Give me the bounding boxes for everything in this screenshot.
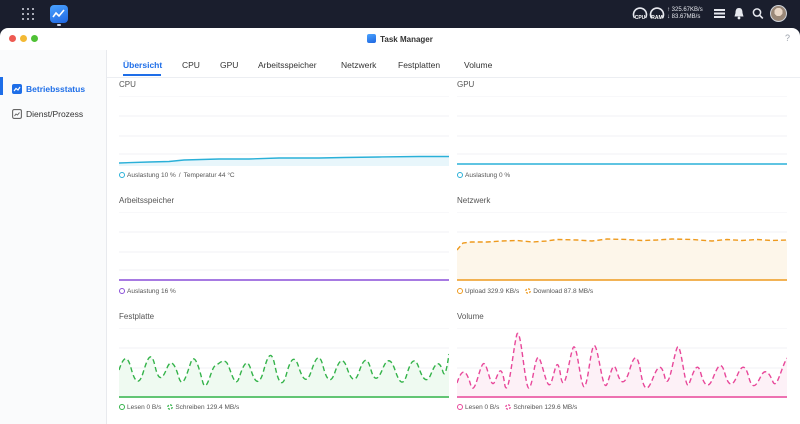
download-rate: ↓ 83.67MB/s (667, 14, 701, 20)
network-panel: Netzwerk Upload 329.9 KB/s Download 87.8 … (456, 196, 788, 308)
gpu-panel: GPU Auslastung 0 % (457, 80, 787, 192)
disk-legend: Lesen 0 B/s Schreiben 129.4 MB/s (119, 404, 239, 411)
disk-usage-chart (118, 327, 450, 398)
read-legend-dot (457, 404, 463, 410)
sidebar-item-label: Betriebsstatus (26, 84, 86, 94)
tab-gpu[interactable]: GPU (220, 60, 239, 70)
volume-usage-chart (456, 327, 788, 398)
upload-legend-dot (457, 288, 463, 294)
disk-write-text: Schreiben 129.4 MB/s (175, 404, 240, 411)
panel-title: Netzwerk (457, 196, 491, 205)
memory-usage-text: Auslastung 16 % (127, 288, 176, 295)
chart-icon (12, 84, 22, 94)
download-text: Download 87.8 MB/s (533, 288, 594, 295)
system-top-bar: CPU RAM ↑ 325.67KB/s ↓ 83.67MB/s (0, 0, 800, 28)
upload-text: Upload 329.9 KB/s (465, 288, 520, 295)
tab-arbeitsspeicher[interactable]: Arbeitsspeicher (258, 60, 317, 70)
task-list-icon[interactable] (713, 7, 726, 25)
ram-gauge-label: RAM (651, 15, 663, 21)
sidebar: Betriebsstatus Dienst/Prozess (0, 50, 107, 424)
cpu-legend-dot (119, 172, 125, 178)
window-titlebar[interactable]: Task Manager ? (0, 28, 800, 50)
gpu-legend: Auslastung 0 % (457, 172, 510, 179)
download-legend-icon (525, 288, 532, 294)
network-legend: Upload 329.9 KB/s Download 87.8 MB/s (457, 288, 593, 295)
sidebar-item-label: Dienst/Prozess (26, 109, 84, 119)
help-button[interactable]: ? (784, 33, 790, 43)
panel-title: Volume (457, 312, 484, 321)
tab-uebersicht[interactable]: Übersicht (123, 60, 163, 70)
disk-read-text: Lesen 0 B/s (127, 404, 162, 411)
network-rates[interactable]: ↑ 325.67KB/s ↓ 83.67MB/s (667, 7, 703, 21)
cpu-panel: CPU Auslastung 10 % / Temperatur 44 °C (118, 80, 449, 192)
cpu-gauge-label: CPU (634, 15, 646, 21)
panel-title: GPU (457, 80, 475, 89)
user-avatar[interactable] (770, 5, 787, 22)
panel-title: Festplatte (119, 312, 155, 321)
volume-legend: Lesen 0 B/s Schreiben 129.6 MB/s (457, 404, 577, 411)
running-indicator (57, 24, 61, 26)
sidebar-active-indicator (0, 77, 3, 95)
cpu-temperature-text: Temperatur 44 °C (183, 172, 235, 179)
window-title: Task Manager (0, 34, 800, 44)
active-tab-underline (123, 74, 161, 76)
app-grid-icon[interactable] (22, 8, 34, 20)
upload-rate: ↑ 325.67KB/s (667, 7, 703, 13)
maximize-window-button[interactable] (31, 35, 38, 42)
cpu-usage-chart (118, 95, 449, 166)
tab-bar: Übersicht CPU GPU Arbeitsspeicher Netzwe… (107, 50, 800, 78)
gpu-legend-dot (457, 172, 463, 178)
memory-legend-dot (119, 288, 125, 294)
memory-legend: Auslastung 16 % (119, 288, 176, 295)
task-manager-icon (367, 34, 377, 43)
write-legend-icon (167, 404, 174, 410)
memory-panel: Arbeitsspeicher Auslastung 16 % (119, 196, 449, 308)
network-usage-chart (456, 211, 788, 282)
window-title-text: Task Manager (380, 35, 433, 44)
cpu-gauge-icon[interactable]: CPU (632, 6, 648, 22)
gpu-usage-chart (457, 95, 787, 166)
process-icon (12, 109, 22, 119)
panel-title: CPU (119, 80, 136, 89)
gpu-usage-text: Auslastung 0 % (465, 172, 511, 179)
panel-title: Arbeitsspeicher (119, 196, 175, 205)
close-window-button[interactable] (9, 35, 16, 42)
cpu-legend: Auslastung 10 % / Temperatur 44 °C (119, 172, 235, 179)
task-manager-app-icon[interactable] (50, 5, 68, 23)
write-legend-icon (505, 404, 512, 410)
ram-gauge-icon[interactable]: RAM (649, 6, 665, 22)
volume-read-text: Lesen 0 B/s (465, 404, 500, 411)
tab-volume[interactable]: Volume (464, 60, 493, 70)
memory-usage-chart (119, 211, 449, 282)
search-icon[interactable] (752, 7, 764, 25)
cpu-usage-text: Auslastung 10 % (127, 172, 176, 179)
volume-write-text: Schreiben 129.6 MB/s (513, 404, 578, 411)
tab-netzwerk[interactable]: Netzwerk (341, 60, 377, 70)
volume-panel: Volume Lesen 0 B/s Schreiben 129.6 MB/s (456, 312, 788, 424)
notification-bell-icon[interactable] (733, 7, 745, 25)
tab-cpu[interactable]: CPU (182, 60, 200, 70)
minimize-window-button[interactable] (20, 35, 27, 42)
tab-festplatten[interactable]: Festplatten (398, 60, 441, 70)
disk-panel: Festplatte Lesen 0 B/s Schreiben 129.4 MB… (118, 312, 450, 424)
read-legend-dot (119, 404, 125, 410)
task-manager-window: Task Manager ? Betriebsstatus Dienst/Pro… (0, 28, 800, 424)
